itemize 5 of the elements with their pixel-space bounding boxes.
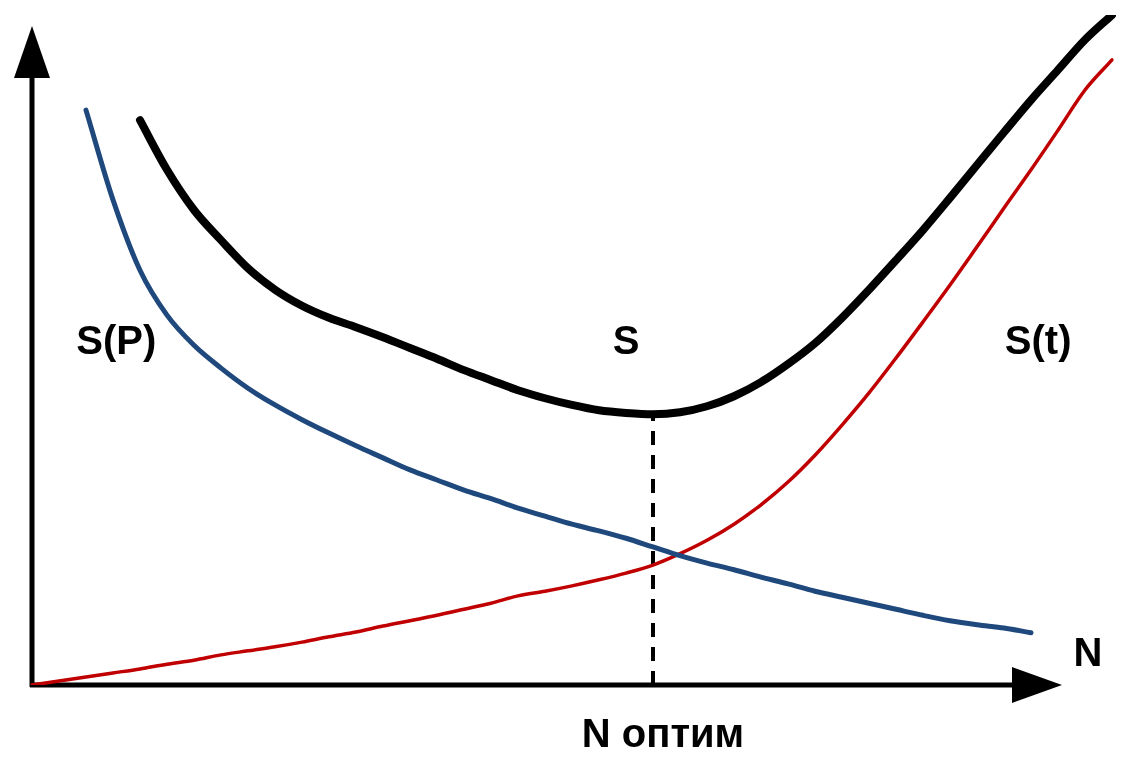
text: N оптим: [581, 711, 745, 756]
series-label: S(t): [1004, 318, 1072, 363]
series-label: S: [612, 318, 640, 363]
series-label: S(P): [76, 318, 157, 363]
x-axis-title: N: [1073, 630, 1103, 675]
